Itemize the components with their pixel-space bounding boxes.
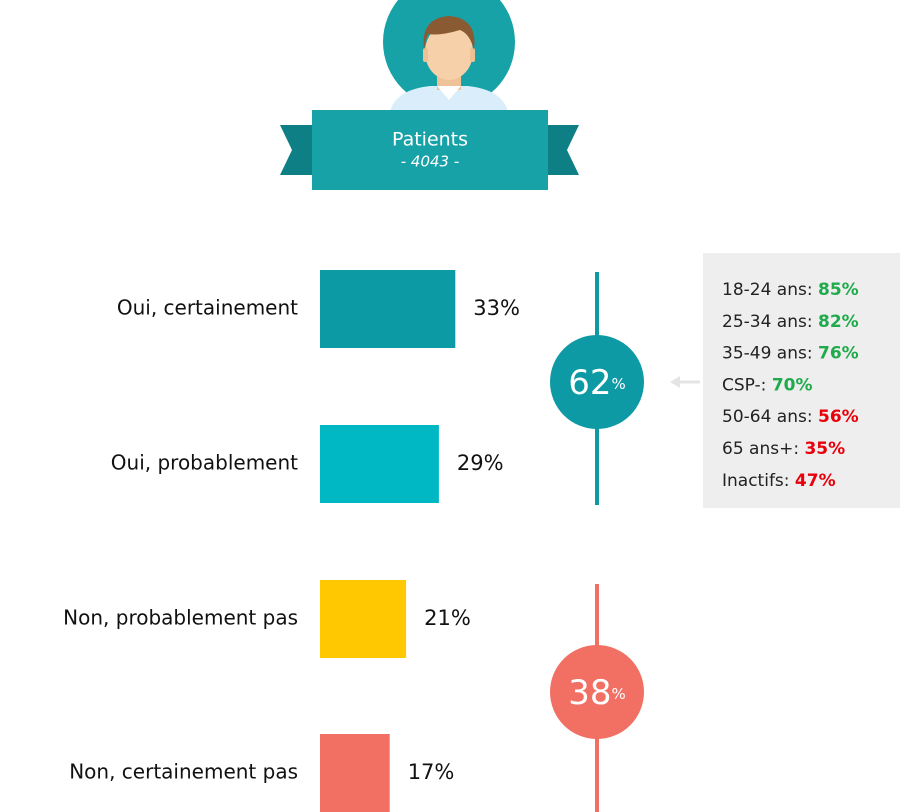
group-circle: [550, 335, 644, 429]
bar: [320, 425, 439, 503]
group-value: 62: [568, 363, 611, 403]
breakdown-label: Inactifs:: [722, 471, 790, 491]
avatar: [383, 0, 515, 112]
group-unit: %: [612, 375, 626, 393]
category-label: Oui, certainement: [117, 296, 298, 320]
bar: [320, 580, 407, 658]
breakdown-label: 25-34 ans:: [722, 312, 813, 332]
breakdown-value: 85%: [818, 280, 859, 300]
value-label: 29%: [457, 451, 504, 475]
category-label: Non, probablement pas: [63, 606, 298, 630]
group-circle: [550, 645, 644, 739]
breakdown-value: 47%: [795, 471, 836, 491]
banner: [312, 110, 548, 190]
arrow-head: [670, 376, 680, 388]
breakdown-line: CSP-: 70%: [722, 375, 813, 395]
breakdown-label: 18-24 ans:: [722, 280, 813, 300]
breakdown-line: Inactifs: 47%: [722, 471, 836, 491]
group-unit: %: [612, 685, 626, 703]
breakdown-value: 35%: [804, 439, 845, 459]
breakdown-box: [703, 253, 900, 508]
breakdown-label: 35-49 ans:: [722, 344, 813, 364]
group-value: 38: [568, 673, 611, 713]
breakdown-value: 82%: [818, 312, 859, 332]
breakdown-line: 35-49 ans: 76%: [722, 344, 859, 364]
group-label: 62%: [568, 363, 626, 403]
breakdown-line: 18-24 ans: 85%: [722, 280, 859, 300]
breakdown-label: 50-64 ans:: [722, 407, 813, 427]
group-label: 38%: [568, 673, 626, 713]
breakdown-value: 70%: [772, 375, 813, 395]
header-title: Patients: [392, 129, 468, 151]
bar: [320, 270, 456, 348]
value-label: 33%: [473, 296, 520, 320]
breakdown-line: 25-34 ans: 82%: [722, 312, 859, 332]
value-label: 21%: [424, 606, 471, 630]
value-label: 17%: [408, 760, 455, 784]
breakdown-value: 56%: [818, 407, 859, 427]
category-label: Oui, probablement: [111, 451, 298, 475]
category-label: Non, certainement pas: [69, 760, 298, 784]
ribbon-left: [280, 125, 313, 175]
breakdown-label: CSP-:: [722, 375, 766, 395]
header-subtitle: - 4043 -: [401, 153, 460, 171]
breakdown-value: 76%: [818, 344, 859, 364]
breakdown-line: 65 ans+: 35%: [722, 439, 845, 459]
bar: [320, 734, 390, 812]
breakdown-label: 65 ans+:: [722, 439, 799, 459]
breakdown-line: 50-64 ans: 56%: [722, 407, 859, 427]
ribbon-right: [546, 125, 579, 175]
